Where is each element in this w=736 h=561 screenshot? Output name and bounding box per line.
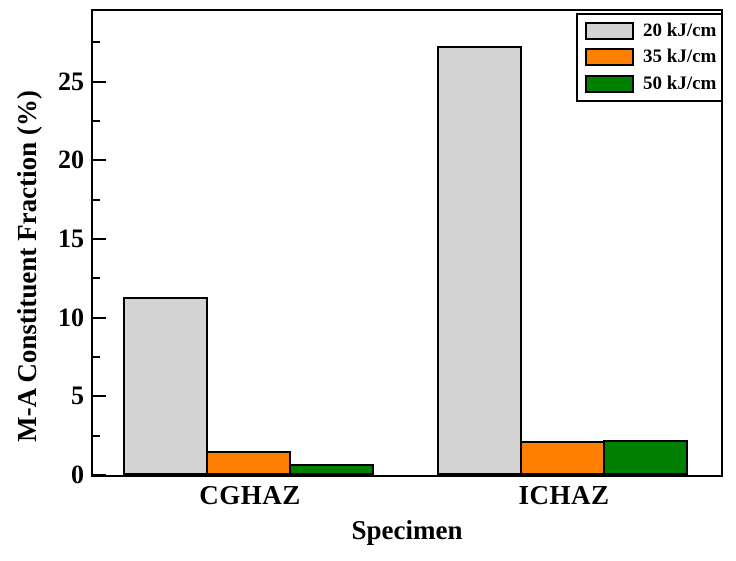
y-tick-minor [93,120,100,122]
y-tick-minor [93,199,100,201]
y-tick-minor [93,277,100,279]
bar-ichaz-20kJ/cm [437,46,522,475]
legend-label: 50 kJ/cm [643,72,717,94]
y-tick-major [93,474,106,476]
bar-cghaz-50kJ/cm [289,464,374,475]
y-tick-label: 15 [58,224,84,253]
legend-label: 20 kJ/cm [643,20,717,42]
y-tick-label: 20 [58,145,84,174]
y-tick-major [93,159,106,161]
y-tick-minor [93,435,100,437]
legend-entry: 50 kJ/cm [585,71,721,97]
x-category-label-ichaz: ICHAZ [518,480,610,510]
legend-swatch-icon [585,74,634,93]
bar-ichaz-35kJ/cm [520,441,605,475]
legend-swatch-icon [585,48,634,67]
y-tick-major [93,238,106,240]
y-tick-label: 0 [71,460,84,489]
legend-label: 35 kJ/cm [643,46,717,68]
legend-entry: 35 kJ/cm [585,44,721,70]
bar-cghaz-35kJ/cm [206,451,291,475]
legend: 20 kJ/cm 35 kJ/cm 50 kJ/cm [576,13,723,102]
legend-swatch-icon [585,22,634,41]
bar-ichaz-50kJ/cm [603,440,688,475]
y-tick-label: 25 [58,67,84,96]
y-axis-title: M-A Constituent Fraction (%) [12,90,42,442]
x-axis-title: Specimen [351,515,463,545]
y-tick-label: 5 [71,381,84,410]
legend-entry: 20 kJ/cm [585,18,721,44]
y-tick-label: 10 [58,303,84,332]
x-category-label-cghaz: CGHAZ [199,480,301,510]
bar-cghaz-20kJ/cm [123,297,208,475]
y-tick-major [93,395,106,397]
y-tick-major [93,317,106,319]
y-tick-minor [93,41,100,43]
y-tick-major [93,81,106,83]
y-tick-minor [93,356,100,358]
